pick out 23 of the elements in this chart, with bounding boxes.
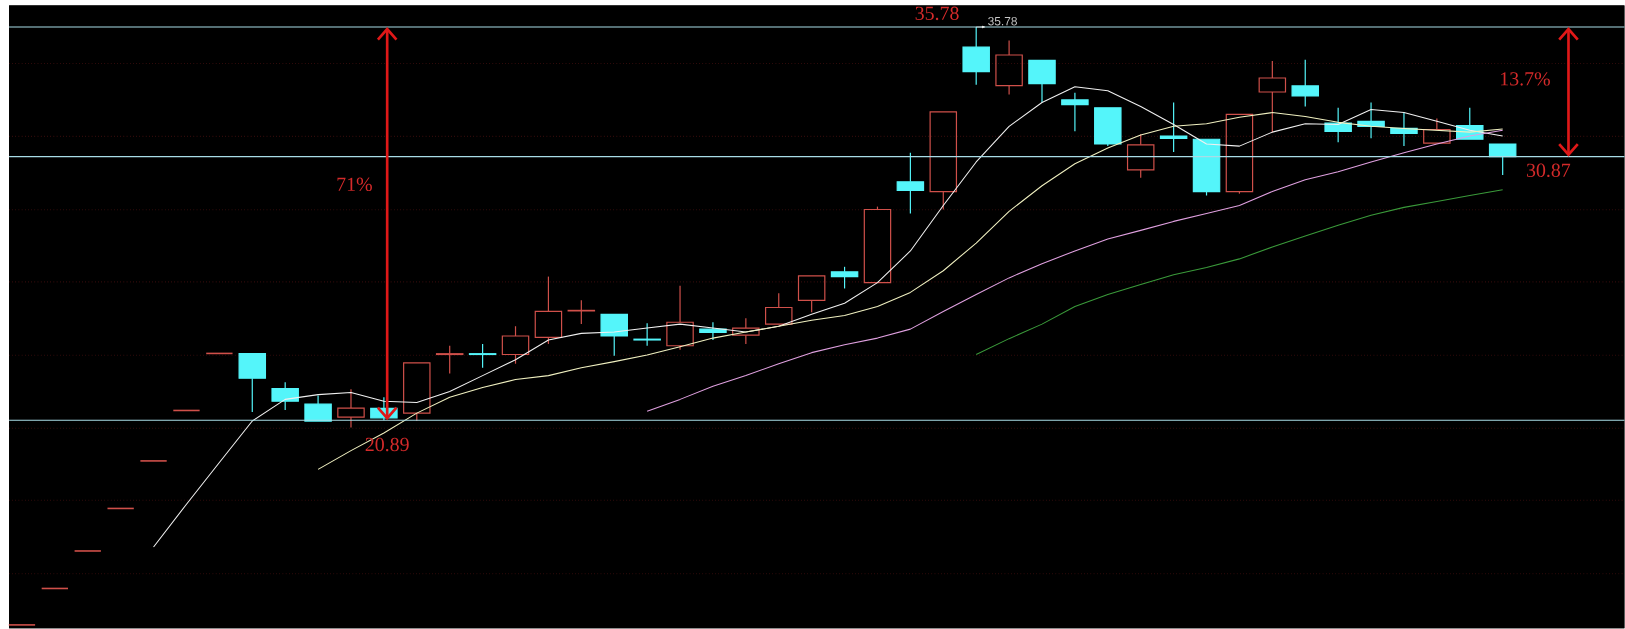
candlestick: [238, 353, 267, 413]
candlestick: [337, 388, 365, 429]
candlestick: [304, 395, 332, 422]
candlestick: [106, 507, 135, 510]
ref-line-label: 30.87: [1526, 163, 1571, 178]
annotation: 13.7%: [1501, 72, 1550, 86]
candlestick: [666, 285, 694, 351]
candlestick: [40, 587, 69, 590]
annotation: 71%: [337, 177, 372, 192]
candlestick: [205, 352, 234, 355]
candlestick: [1061, 92, 1089, 133]
candlestick: [172, 409, 201, 412]
ref-line-label: 35.78: [915, 6, 959, 21]
annotation: 35.78: [988, 17, 1017, 26]
candlestick: [1488, 143, 1517, 176]
candlestick: [1028, 59, 1056, 104]
candlestick: [995, 40, 1023, 96]
candlestick: [896, 152, 925, 215]
candlestick: [600, 313, 628, 357]
candlestick: [732, 317, 760, 345]
ref-line-label: 20.89: [365, 437, 409, 452]
candlestick: [699, 321, 727, 341]
candlestick: [633, 322, 661, 347]
